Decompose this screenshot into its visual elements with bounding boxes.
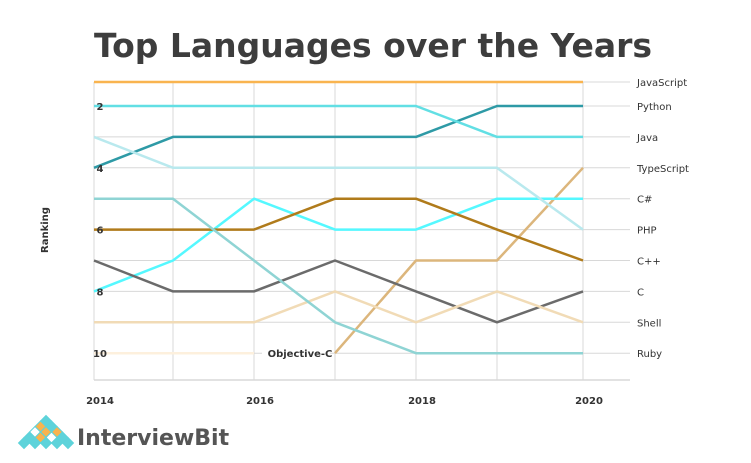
interviewbit-logo [17,414,75,450]
x-tick-label: 2020 [575,396,603,407]
series-line-shell [94,290,584,324]
y-tick-label: 8 [97,287,104,298]
brand-name: InterviewBit [77,426,230,451]
x-tick-label: 2016 [246,396,274,407]
series-lines [93,80,584,355]
series-line-python [93,104,583,169]
right-label: TypeScript [636,164,689,175]
right-label: JavaScript [636,78,687,89]
logo-diamond [17,436,31,450]
logo-diamond [39,436,53,450]
y-tick-label: 10 [93,349,107,360]
y-tick-label: 6 [97,226,104,237]
chart-title: Top Languages over the Years [94,26,652,65]
right-label: Python [637,102,672,113]
grid [93,81,630,381]
right-label: Java [636,133,658,144]
right-label: Shell [637,318,661,329]
right-label: C [637,287,644,298]
series-line-c- [94,197,584,262]
annotation-objective-c: Objective-C [268,349,333,360]
series-line-php [93,135,584,231]
series-line-java [94,104,583,139]
series-line-ruby [94,197,583,355]
logo-diamond [50,436,64,450]
right-label: PHP [637,226,657,237]
series-line-c [93,259,584,324]
y-axis-label: Ranking [40,207,51,253]
y-tick-label: 2 [97,102,104,113]
labels: JavaScript Python Java TypeScript C# PHP C++ C S… [86,78,689,407]
right-label: C# [637,195,652,206]
x-tick-label: 2018 [408,396,436,407]
logo-diamond [28,436,42,450]
right-label: Ruby [637,349,662,360]
x-tick-label: 2014 [86,396,114,407]
series-line-c- [93,197,583,293]
logo-diamond [61,436,75,450]
y-tick-label: 4 [97,164,104,175]
annotation: Objective-C [262,345,332,361]
right-label: C++ [637,257,661,268]
